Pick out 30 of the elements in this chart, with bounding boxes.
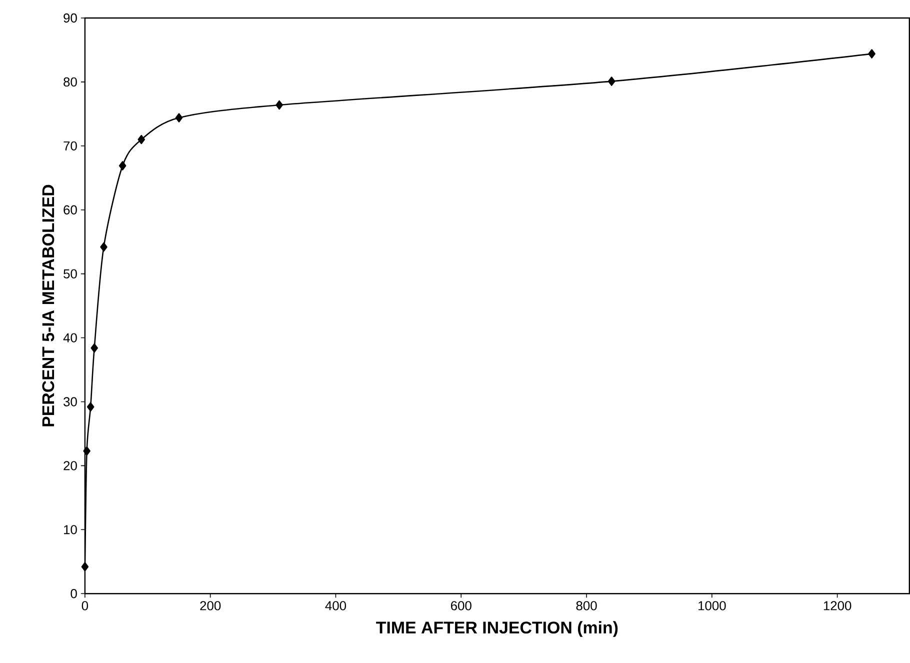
point [175,113,183,123]
x-tick-label: 1000 [698,601,726,611]
y-axis-title: PERCENT 5-IA METABOLIZED [42,185,54,426]
y-tick-label: 50 [64,269,77,279]
x-tick-label: 600 [450,601,472,611]
point [83,446,90,456]
point [100,242,108,252]
point [90,344,98,353]
x-tick-label: 0 [82,601,88,611]
x-tick-label: 400 [325,601,346,611]
y-tick-label: 0 [70,589,77,598]
x-tick-label: 200 [200,601,221,611]
x-tick-label: 800 [576,601,597,611]
point [276,100,283,110]
x-tick-label: 1200 [824,601,852,611]
point [86,402,94,412]
y-tick-label: 80 [64,78,77,87]
point [138,135,146,144]
y-tick-label: 20 [64,461,77,470]
point [81,562,89,572]
y-tick-label: 70 [64,142,77,151]
y-tick-label: 10 [64,525,77,534]
x-axis-title: TIME AFTER INJECTION (min) [376,621,618,638]
point [868,49,876,59]
point [118,161,126,171]
point [608,76,616,86]
y-tick-label: 30 [64,397,77,407]
y-tick-label: 40 [63,333,77,343]
y-tick-label: 90 [64,14,77,23]
y-tick-label: 60 [64,205,77,215]
